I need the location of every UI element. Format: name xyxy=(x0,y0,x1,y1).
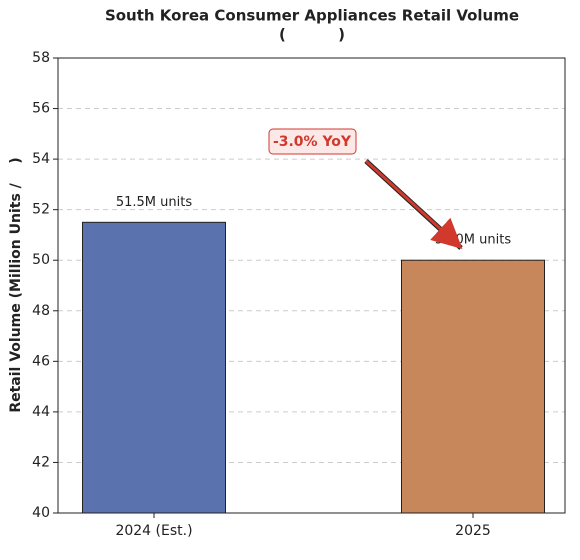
x-tick-label: 2024 (Est.) xyxy=(115,523,192,539)
chart-title: South Korea Consumer Appliances Retail V… xyxy=(105,7,519,25)
plot-area: 40 42 44 46 48 50 52 54 56 58 2024 (Est.) 51.5M uni… xyxy=(32,50,565,539)
y-tick-label: 40 xyxy=(32,505,50,521)
y-tick-label: 48 xyxy=(32,303,50,319)
y-tick-label: 44 xyxy=(32,404,50,420)
annotation: -3.0% YoY xyxy=(273,134,352,150)
y-tick-label: 42 xyxy=(32,454,50,470)
x-tick-label: 2025 xyxy=(455,523,491,539)
y-tick-label: 54 xyxy=(32,151,50,167)
bar xyxy=(82,221,226,514)
chart-subtitle: ( ) xyxy=(279,26,345,44)
y-tick-label: 50 xyxy=(32,252,50,268)
y-tick-label: 46 xyxy=(32,353,50,369)
y-tick-label: 56 xyxy=(32,101,50,117)
annotation-box xyxy=(268,128,357,155)
value-label: 51.5M units xyxy=(116,195,192,210)
y-tick-label: 58 xyxy=(32,50,50,66)
bar xyxy=(401,259,545,514)
y-tick-label: 52 xyxy=(32,202,50,218)
plot-frame xyxy=(57,57,566,514)
arrow xyxy=(364,159,463,250)
y-axis-label: Retail Volume (Million Units / ) xyxy=(8,157,24,412)
